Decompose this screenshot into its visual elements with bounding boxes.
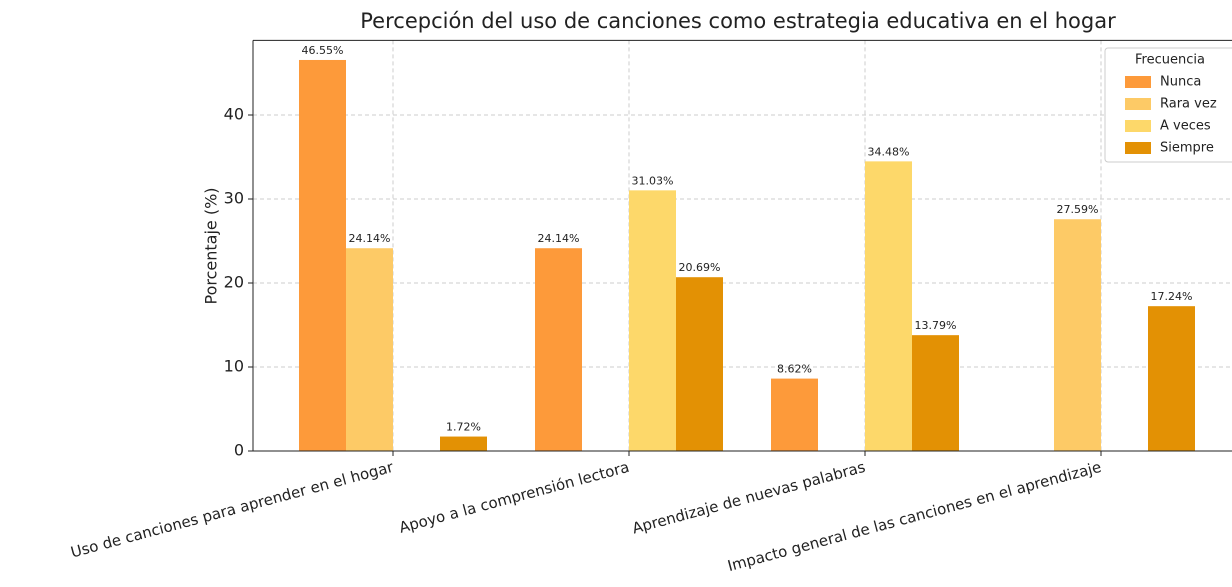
- bar: [1148, 306, 1195, 451]
- data-label: 20.69%: [679, 261, 721, 274]
- bar: [771, 378, 818, 451]
- chart-title: Percepción del uso de canciones como est…: [360, 9, 1116, 33]
- legend: Frecuencia Nunca Rara vez A veces Siempre: [1104, 47, 1232, 163]
- data-label: 46.55%: [302, 44, 344, 57]
- data-label: 24.14%: [538, 232, 580, 245]
- x-tick-label: Uso de canciones para aprender en el hog…: [69, 458, 396, 562]
- bar: [1054, 219, 1101, 451]
- data-label: 24.14%: [349, 232, 391, 245]
- y-tick-label: 40: [224, 104, 244, 123]
- y-axis-label: Porcentaje (%): [202, 187, 221, 304]
- x-tick-label: Impacto general de las canciones en el a…: [726, 458, 1104, 575]
- data-label: 34.48%: [868, 145, 910, 158]
- x-tick-label: Aprendizaje de nuevas palabras: [630, 458, 867, 538]
- bar: [346, 248, 393, 451]
- legend-label: A veces: [1160, 119, 1211, 134]
- bar: [299, 59, 346, 451]
- y-tick-label: 30: [224, 188, 244, 207]
- bar: [865, 161, 912, 451]
- y-tick-label: 0: [234, 441, 244, 460]
- data-label: 27.59%: [1057, 203, 1099, 216]
- bar: [535, 248, 582, 451]
- data-label: 13.79%: [915, 319, 957, 332]
- data-label: 31.03%: [632, 174, 674, 187]
- y-tick-label: 10: [224, 356, 244, 375]
- bar: [676, 277, 723, 451]
- x-tick-label: Apoyo a la comprensión lectora: [397, 458, 631, 537]
- data-label: 1.72%: [446, 421, 481, 434]
- bar: [912, 335, 959, 451]
- bar: [629, 190, 676, 451]
- legend-label: Siempre: [1160, 141, 1214, 156]
- data-label: 8.62%: [777, 363, 812, 376]
- legend-swatch: [1125, 98, 1151, 110]
- legend-label: Nunca: [1160, 75, 1201, 90]
- y-tick-label: 20: [224, 272, 244, 291]
- legend-swatch: [1125, 142, 1151, 154]
- legend-swatch: [1125, 120, 1151, 132]
- bar: [440, 436, 487, 451]
- legend-label: Rara vez: [1160, 97, 1217, 112]
- legend-swatch: [1125, 76, 1151, 88]
- legend-title: Frecuencia: [1135, 53, 1205, 68]
- data-label: 17.24%: [1151, 290, 1193, 303]
